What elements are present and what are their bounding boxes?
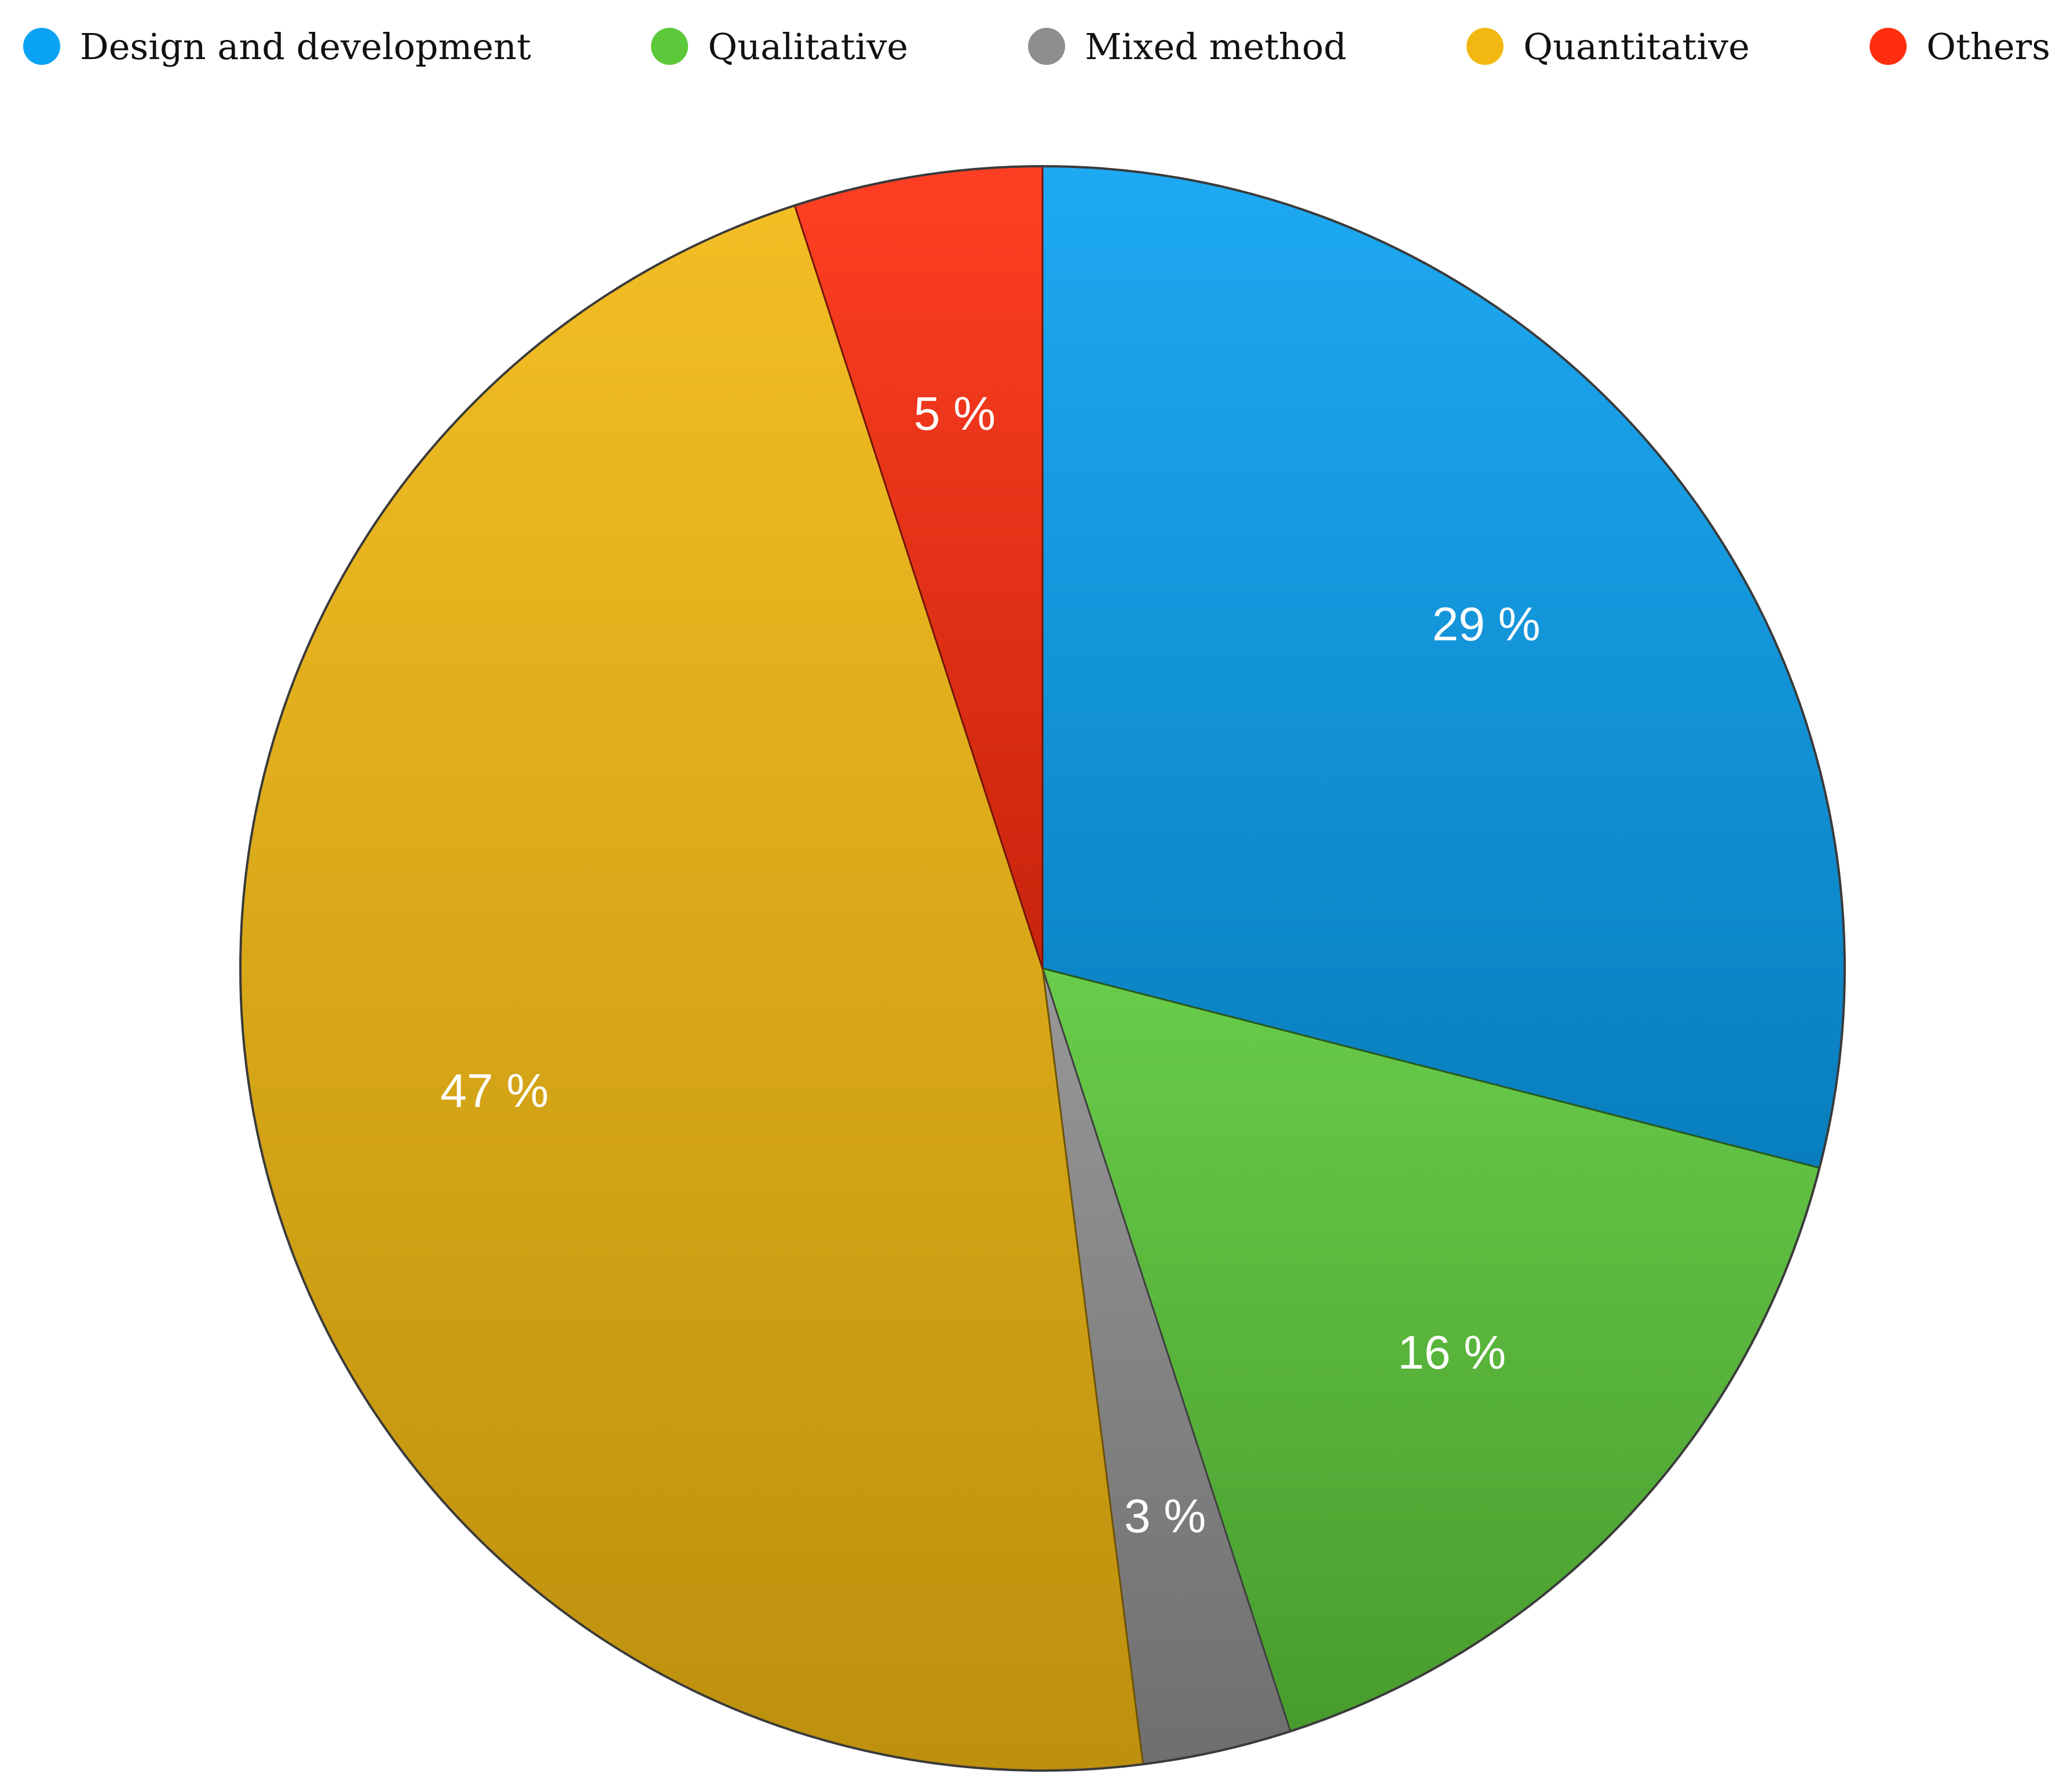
legend-swatch-qualitative — [651, 28, 689, 65]
slice-label-others: 5 % — [914, 387, 996, 440]
legend-swatch-mixed-method — [1028, 28, 1066, 65]
legend-label: Others — [1926, 25, 2050, 68]
legend-item-mixed-method: Mixed method — [1028, 17, 1347, 75]
legend-swatch-others — [1870, 28, 1907, 65]
slice-label-mixed-method: 3 % — [1124, 1490, 1206, 1543]
legend-label: Qualitative — [708, 25, 908, 68]
slice-label-qualitative: 16 % — [1398, 1326, 1506, 1379]
legend: Design and development Qualitative Mixed… — [23, 17, 2050, 75]
legend-item-design-and-development: Design and development — [23, 17, 531, 75]
legend-label: Quantitative — [1523, 25, 1750, 68]
legend-item-quantitative: Quantitative — [1466, 17, 1750, 75]
legend-swatch-quantitative — [1466, 28, 1504, 65]
pie-outline — [239, 165, 1846, 1772]
slice-label-quantitative: 47 % — [440, 1065, 548, 1117]
slices-layer — [239, 165, 1846, 1772]
slice-labels-layer: 29 % 16 % 3 % 47 % 5 % — [440, 387, 1540, 1543]
slice-label-design-and-development: 29 % — [1432, 598, 1541, 650]
legend-swatch-design-and-development — [23, 28, 60, 65]
legend-item-qualitative: Qualitative — [651, 17, 908, 75]
legend-item-others: Others — [1870, 17, 2050, 75]
legend-label: Design and development — [80, 25, 531, 68]
legend-label: Mixed method — [1085, 25, 1347, 68]
